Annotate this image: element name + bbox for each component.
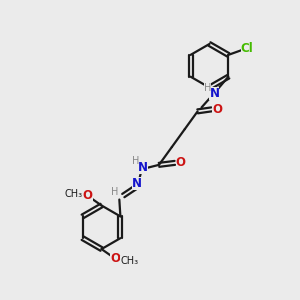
- Text: H: H: [111, 187, 118, 196]
- Text: N: N: [138, 161, 148, 174]
- Text: O: O: [82, 189, 93, 202]
- Text: Cl: Cl: [241, 42, 253, 56]
- Text: H: H: [131, 156, 139, 166]
- Text: O: O: [110, 253, 120, 266]
- Text: CH₃: CH₃: [120, 256, 138, 266]
- Text: CH₃: CH₃: [65, 189, 83, 199]
- Text: N: N: [132, 177, 142, 190]
- Text: N: N: [209, 87, 220, 100]
- Text: O: O: [176, 156, 186, 170]
- Text: O: O: [212, 103, 222, 116]
- Text: H: H: [204, 82, 211, 93]
